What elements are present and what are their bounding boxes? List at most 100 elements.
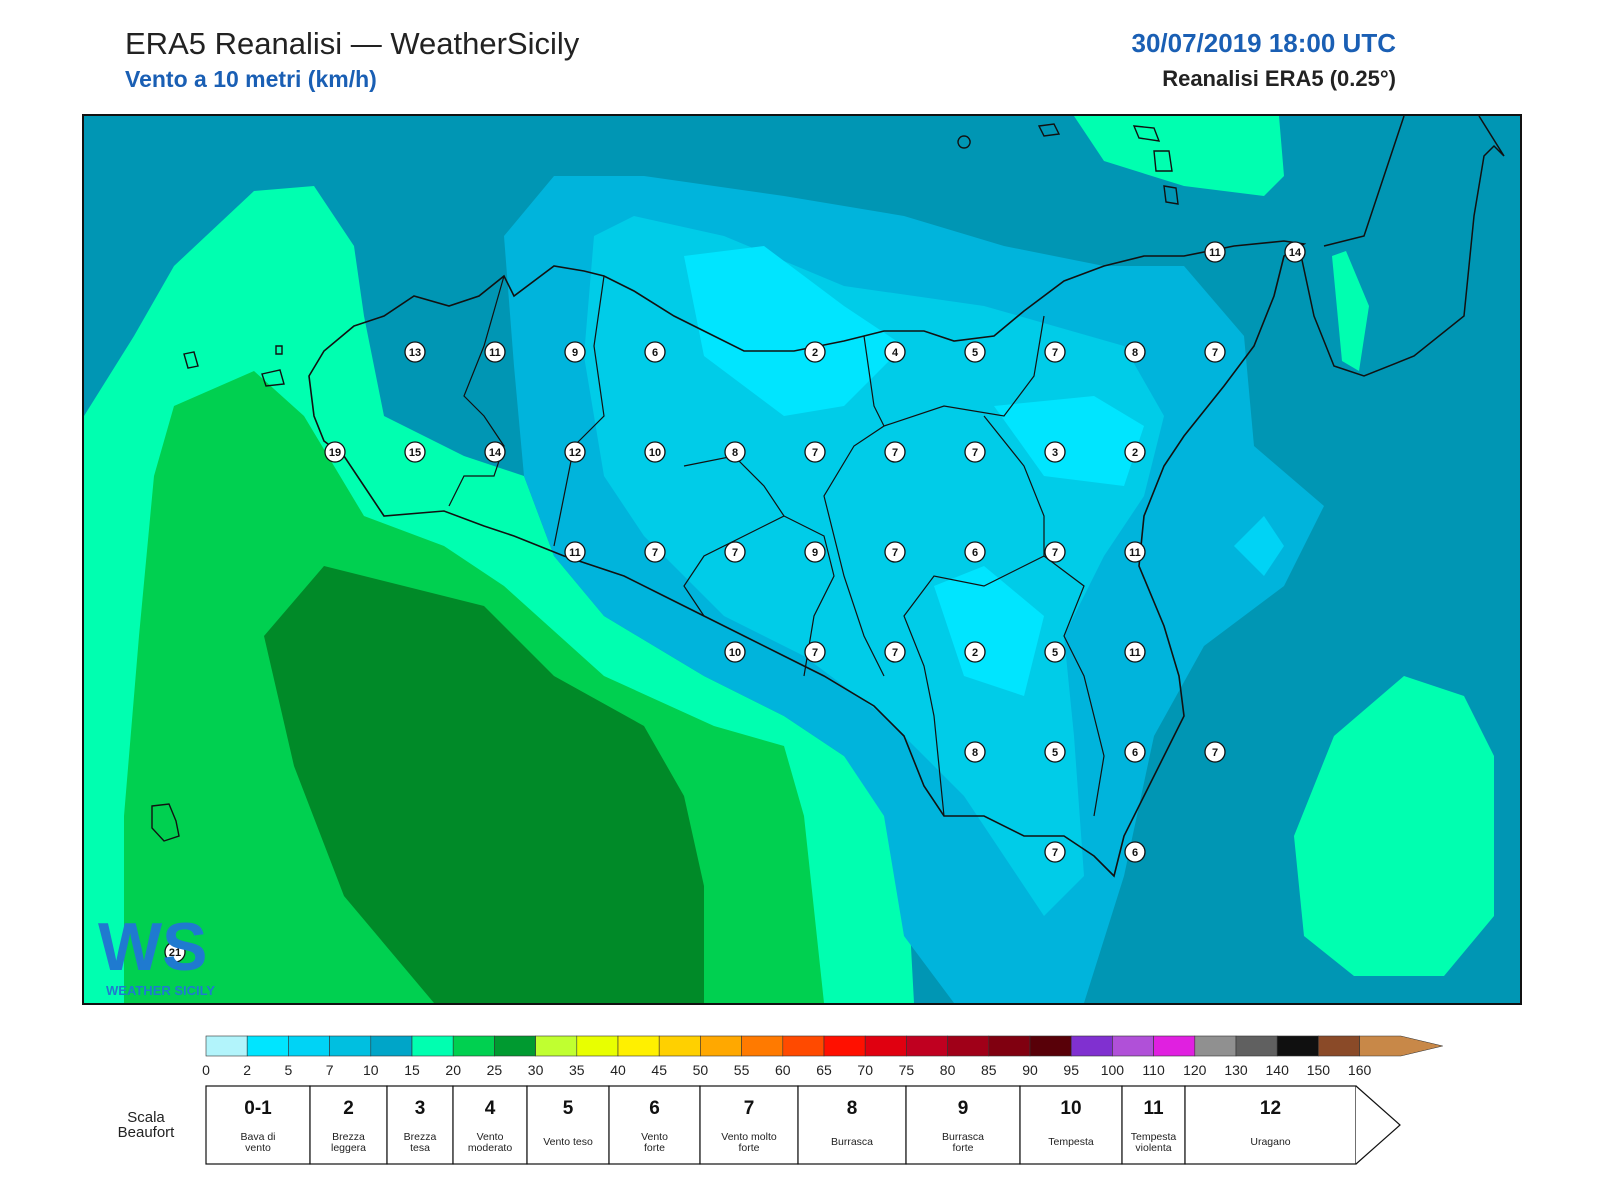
- wind-label: 7: [1044, 341, 1066, 363]
- wind-label: 9: [804, 541, 826, 563]
- beaufort-number: 0-1: [244, 1098, 272, 1119]
- colorbar-tick-label: 60: [775, 1062, 791, 1078]
- colorbar-tick-label: 85: [981, 1062, 997, 1078]
- wind-label-value: 13: [409, 347, 421, 359]
- beaufort-description: Burrasca: [831, 1136, 873, 1148]
- colorbar-swatch: [617, 1035, 660, 1057]
- wind-label-value: 7: [1212, 347, 1218, 359]
- colorbar-swatch: [1029, 1035, 1072, 1057]
- beaufort-scale-title: Scala Beaufort: [106, 1110, 186, 1140]
- weathersicily-logo: WS WEATHER SICILY: [96, 900, 256, 1000]
- colorbar-swatch: [1318, 1035, 1360, 1057]
- sicily-coastline: [308, 240, 1307, 878]
- colorbar-tick-label: 70: [857, 1062, 873, 1078]
- wind-label-value: 21: [169, 947, 181, 959]
- beaufort-title-line2: Beaufort: [117, 1124, 175, 1141]
- legend: 0 2 5 7 10 15 20 25 30 35 40 45 50 55 60 65 70 75 80 85 90 95…: [202, 1035, 1443, 1165]
- colorbar-tick-label: 130: [1224, 1062, 1248, 1078]
- egadi-islands: [183, 345, 285, 387]
- beaufort-description-line2: forte: [738, 1142, 759, 1154]
- wind-label-value: 3: [1052, 447, 1058, 459]
- colorbar-tick-label: 80: [940, 1062, 956, 1078]
- beaufort-description: Vento molto: [721, 1131, 777, 1143]
- wind-label-value: 7: [652, 547, 658, 559]
- wind-zone-5-7: [584, 216, 1164, 916]
- colorbar-tick-label: 2: [243, 1062, 251, 1078]
- calabria-coastline: [1298, 116, 1505, 377]
- wind-label-value: 6: [652, 347, 658, 359]
- wind-label-value: 7: [732, 547, 738, 559]
- map-datetime: 30/07/2019 18:00 UTC: [1131, 28, 1396, 58]
- wind-label: 12: [564, 441, 586, 463]
- wind-zone-25-30: [264, 566, 704, 1003]
- colorbar-swatch: [452, 1035, 495, 1057]
- beaufort-number: 3: [415, 1098, 426, 1119]
- logo-letters: WS: [98, 909, 208, 985]
- wind-label: 7: [964, 441, 986, 463]
- beaufort-number: 2: [343, 1098, 354, 1119]
- beaufort-description: Vento teso: [543, 1136, 593, 1148]
- beaufort-description-line2: leggera: [331, 1142, 366, 1154]
- colorbar-swatch: [782, 1035, 825, 1057]
- beaufort-description-line2: violenta: [1135, 1142, 1171, 1154]
- wind-label: 10: [644, 441, 666, 463]
- wind-label-value: 6: [1132, 747, 1138, 759]
- colorbar-swatch: [329, 1035, 372, 1057]
- colorbar-tick-labels: 0 2 5 7 10 15 20 25 30 35 40 45 50 55 60 65 70 75 80 85 90 95…: [202, 1062, 1371, 1078]
- beaufort-number: 7: [744, 1098, 755, 1119]
- beaufort-description-line2: forte: [952, 1142, 973, 1154]
- wind-label: 7: [1204, 741, 1226, 763]
- province-borders: [448, 275, 1105, 817]
- wind-label: 14: [1284, 241, 1306, 263]
- wind-label-value: 15: [409, 447, 421, 459]
- colorbar-tick-label: 30: [528, 1062, 544, 1078]
- lipari-islands: [957, 123, 1179, 205]
- colorbar-swatch: [288, 1035, 330, 1057]
- colorbar-tick-label: 100: [1101, 1062, 1125, 1078]
- wind-label: 6: [644, 341, 666, 363]
- wind-label: 5: [1044, 641, 1066, 663]
- colorbar-swatch: [823, 1035, 866, 1057]
- colorbar-tick-label: 10: [363, 1062, 379, 1078]
- map-source: Reanalisi ERA5 (0.25°): [1162, 66, 1396, 91]
- colorbar-swatch: [411, 1035, 454, 1057]
- colorbar-tick-label: 25: [487, 1062, 503, 1078]
- colorbar-tick-label: 140: [1266, 1062, 1290, 1078]
- colorbar-swatch: [906, 1035, 948, 1057]
- colorbar-swatch: [1276, 1035, 1319, 1057]
- wind-label: 8: [1124, 341, 1146, 363]
- wind-label-value: 7: [812, 447, 818, 459]
- beaufort-description: Burrasca: [942, 1131, 984, 1143]
- colorbar-swatch: [1235, 1035, 1278, 1057]
- wind-label: 11: [564, 541, 586, 563]
- wind-label: 10: [724, 641, 746, 663]
- wind-label-value: 6: [972, 547, 978, 559]
- wind-label-value: 8: [732, 447, 738, 459]
- colorbar-swatch: [741, 1035, 784, 1057]
- colorbar-swatch: [658, 1035, 701, 1057]
- colorbar-swatch: [370, 1035, 413, 1057]
- wind-label: 8: [964, 741, 986, 763]
- wind-label-value: 8: [972, 747, 978, 759]
- beaufort-class: 5 Vento teso: [526, 1085, 610, 1165]
- colorbar-tick-label: 15: [404, 1062, 420, 1078]
- beaufort-number: 8: [847, 1098, 858, 1119]
- wind-label: 11: [1124, 641, 1146, 663]
- wind-label: 7: [884, 541, 906, 563]
- wind-label-value: 2: [972, 647, 978, 659]
- beaufort-description: Vento: [477, 1131, 504, 1143]
- wind-label-value: 14: [1289, 247, 1302, 259]
- colorbar-tick-label: 160: [1348, 1062, 1372, 1078]
- wind-label-value: 5: [1052, 747, 1058, 759]
- map-title: ERA5 Reanalisi — WeatherSicily: [125, 26, 580, 61]
- beaufort-description: Bava di: [240, 1131, 275, 1143]
- wind-label: 11: [484, 341, 506, 363]
- wind-label-value: 2: [1132, 447, 1138, 459]
- logo-caption: WEATHER SICILY: [106, 983, 215, 998]
